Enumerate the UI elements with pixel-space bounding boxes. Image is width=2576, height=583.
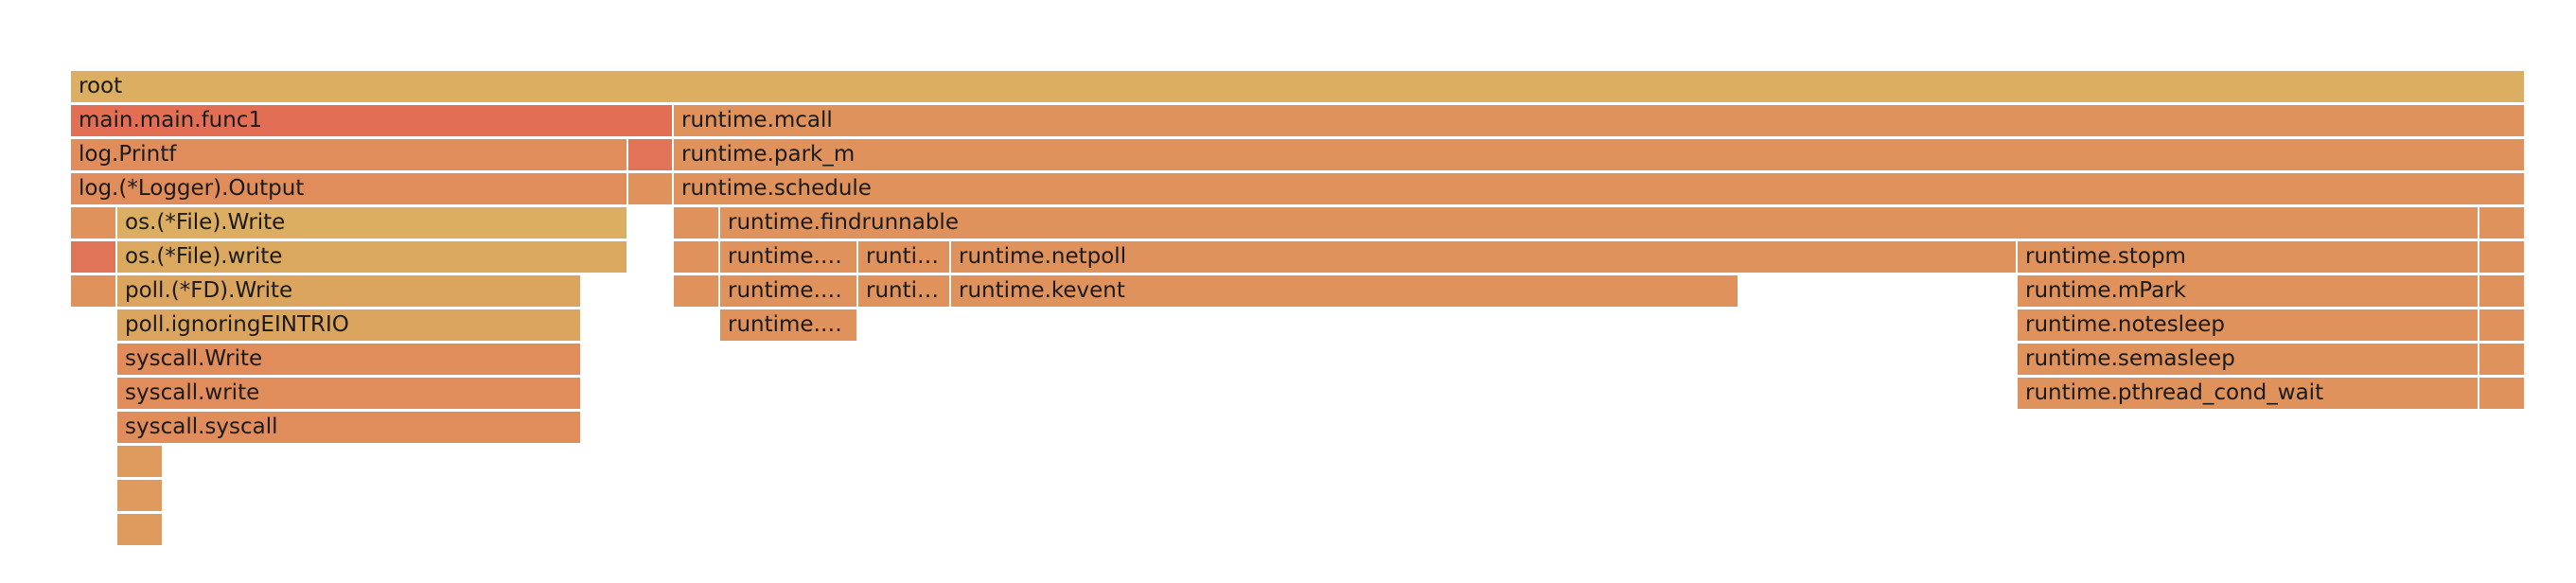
frame-label: runtime.… <box>728 312 842 337</box>
frame-runtime-park-m[interactable]: runtime.park_m <box>674 139 2526 172</box>
frame-runtime-truncated[interactable]: runtime.… <box>720 309 858 343</box>
frame-main-main-func1[interactable]: main.main.func1 <box>71 105 674 138</box>
frame-unlabeled[interactable] <box>2479 207 2526 240</box>
frame-label: runtime.netpoll <box>959 244 1127 269</box>
frame-runtime-mpark[interactable]: runtime.mPark <box>2018 275 2479 309</box>
frame-runtime-schedule[interactable]: runtime.schedule <box>674 173 2526 206</box>
frame-unlabeled[interactable] <box>674 207 720 240</box>
frame-label: main.main.func1 <box>79 108 263 132</box>
frame-label: os.(*File).write <box>125 244 283 269</box>
frame-label: runtime.… <box>728 244 842 269</box>
frame-label: syscall.syscall <box>125 415 278 439</box>
frame-syscall-syscall[interactable]: syscall.syscall <box>117 412 582 445</box>
frame-runtime-findrunnable[interactable]: runtime.findrunnable <box>720 207 2479 240</box>
frame-unlabeled[interactable] <box>117 446 164 479</box>
frame-runtime-truncated[interactable]: runtime.… <box>720 275 858 309</box>
frame-unlabeled[interactable] <box>674 241 720 274</box>
frame-label: runtime.park_m <box>681 142 856 167</box>
frame-unlabeled[interactable] <box>2479 309 2526 343</box>
frame-label: syscall.write <box>125 380 260 405</box>
frame-label: poll.(*FD).Write <box>125 278 293 303</box>
frame-unlabeled[interactable] <box>117 480 164 513</box>
frame-unlabeled[interactable] <box>2479 275 2526 309</box>
frame-unlabeled[interactable] <box>71 275 117 309</box>
frame-poll-fd-write[interactable]: poll.(*FD).Write <box>117 275 582 309</box>
frame-label: runtime.pthread_cond_wait <box>2025 380 2324 405</box>
frame-unlabeled[interactable] <box>674 275 720 309</box>
frame-runtime-semasleep[interactable]: runtime.semasleep <box>2018 344 2479 377</box>
frame-unlabeled[interactable] <box>2479 344 2526 377</box>
frame-label: runtime.mPark <box>2025 278 2186 303</box>
frame-unlabeled[interactable] <box>628 173 674 206</box>
frame-unlabeled[interactable] <box>2479 378 2526 411</box>
frame-label: runti… <box>866 244 940 269</box>
frame-unlabeled[interactable] <box>71 241 117 274</box>
frame-runtime-netpoll[interactable]: runtime.netpoll <box>951 241 2018 274</box>
frame-runtime-pthread-cond-wait[interactable]: runtime.pthread_cond_wait <box>2018 378 2479 411</box>
frame-label: poll.ignoringEINTRIO <box>125 312 349 337</box>
frame-syscall-write[interactable]: syscall.Write <box>117 344 582 377</box>
frame-label: runtime.semasleep <box>2025 346 2235 371</box>
frame-label: runtime.notesleep <box>2025 312 2225 337</box>
frame-poll-ignoringeintrio[interactable]: poll.ignoringEINTRIO <box>117 309 582 343</box>
frame-runtime-mcall[interactable]: runtime.mcall <box>674 105 2526 138</box>
frame-label: syscall.Write <box>125 346 263 371</box>
frame-root[interactable]: root <box>71 71 2526 104</box>
frame-syscall-write-lower[interactable]: syscall.write <box>117 378 582 411</box>
frame-runtime-kevent[interactable]: runtime.kevent <box>951 275 1739 309</box>
frame-label: runti… <box>866 278 940 303</box>
frame-label: runtime.… <box>728 278 842 303</box>
frame-label: runtime.schedule <box>681 176 872 201</box>
frame-label: root <box>79 74 123 98</box>
frame-unlabeled[interactable] <box>71 207 117 240</box>
frame-runtime-truncated[interactable]: runti… <box>858 275 951 309</box>
frame-os-file-write-lower[interactable]: os.(*File).write <box>117 241 628 274</box>
frame-label: runtime.kevent <box>959 278 1125 303</box>
frame-label: runtime.stopm <box>2025 244 2186 269</box>
frame-os-file-write[interactable]: os.(*File).Write <box>117 207 628 240</box>
frame-log-logger-output[interactable]: log.(*Logger).Output <box>71 173 628 206</box>
frame-unlabeled[interactable] <box>117 514 164 547</box>
frame-label: os.(*File).Write <box>125 210 286 235</box>
frame-label: runtime.findrunnable <box>728 210 959 235</box>
frame-unlabeled[interactable] <box>2479 241 2526 274</box>
frame-runtime-truncated[interactable]: runti… <box>858 241 951 274</box>
frame-unlabeled[interactable] <box>628 139 674 172</box>
frame-label: log.Printf <box>79 142 177 167</box>
frame-label: log.(*Logger).Output <box>79 176 305 201</box>
frame-runtime-notesleep[interactable]: runtime.notesleep <box>2018 309 2479 343</box>
frame-runtime-stopm[interactable]: runtime.stopm <box>2018 241 2479 274</box>
frame-label: runtime.mcall <box>681 108 833 132</box>
frame-log-printf[interactable]: log.Printf <box>71 139 628 172</box>
frame-runtime-truncated[interactable]: runtime.… <box>720 241 858 274</box>
